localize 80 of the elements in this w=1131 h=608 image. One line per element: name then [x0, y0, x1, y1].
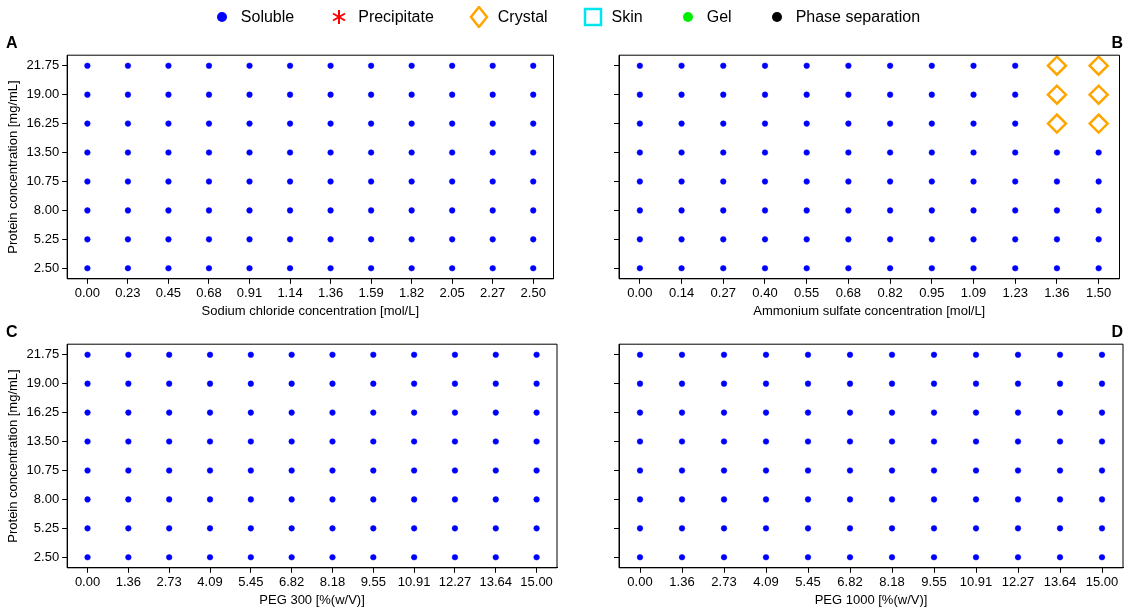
x-tick-label: 13.64 [479, 574, 513, 590]
x-tick-label: 1.50 [1085, 285, 1112, 301]
x-tick-label: 9.55 [921, 574, 947, 590]
x-tick-label: 1.36 [317, 285, 344, 301]
x-tick-label: 0.40 [752, 285, 778, 301]
y-tick-label: 8.00 [33, 490, 60, 506]
x-axis-title: PEG 1000 [%(w/V)] [814, 591, 928, 607]
y-tick-label: 8.00 [33, 201, 60, 217]
x-tick-label: 0.00 [74, 285, 101, 301]
x-tick-label: 5.45 [795, 574, 821, 590]
x-tick-label: 8.18 [879, 574, 905, 590]
x-tick-label: 0.68 [196, 285, 222, 301]
y-tick-label: 2.50 [33, 548, 60, 564]
x-tick-label: 0.82 [877, 285, 903, 301]
y-tick-label: 5.25 [33, 519, 60, 535]
x-tick-label: 0.27 [710, 285, 736, 301]
x-axis-title: Ammonium sulfate concentration [mol/L] [753, 302, 986, 318]
y-tick-label: 19.00 [26, 375, 60, 391]
chart-title: D [1111, 323, 1123, 341]
x-tick-label: 0.23 [115, 285, 141, 301]
x-tick-label: 0.00 [627, 285, 653, 301]
x-tick-label: 15.00 [520, 574, 553, 590]
x-tick-label: 0.91 [236, 285, 263, 301]
x-tick-label: 0.14 [668, 285, 695, 301]
x-tick-label: 5.45 [238, 574, 264, 590]
legend-label: Crystal [497, 8, 548, 26]
y-tick-label: 21.75 [26, 346, 60, 362]
x-tick-label: 15.00 [1085, 574, 1119, 590]
x-tick-label: 1.23 [1002, 285, 1028, 301]
x-tick-label: 2.50 [520, 285, 546, 301]
x-tick-label: 6.82 [837, 574, 863, 590]
x-tick-label: 13.64 [1043, 574, 1077, 590]
x-tick-label: 1.82 [398, 285, 425, 301]
x-tick-label: 2.05 [439, 285, 465, 301]
x-tick-label: 1.36 [115, 574, 142, 590]
legend-label: Phase separation [795, 8, 921, 26]
x-tick-label: 12.27 [438, 574, 472, 590]
chart-title: A [6, 34, 18, 52]
chart-title: C [6, 323, 18, 341]
x-tick-label: 0.95 [919, 285, 945, 301]
legend-label: Soluble [240, 8, 295, 26]
x-tick-label: 1.09 [960, 285, 987, 301]
y-axis-title: Protein concentration [mg/mL] [5, 369, 21, 543]
y-tick-label: 2.50 [33, 259, 60, 275]
x-tick-label: 0.45 [155, 285, 182, 301]
legend-label: Skin [611, 8, 643, 26]
legend-label: Precipitate [358, 8, 434, 26]
y-tick-label: 10.75 [26, 462, 60, 478]
legend-label: Gel [706, 8, 732, 26]
x-tick-label: 6.82 [279, 574, 305, 590]
x-tick-label: 4.09 [753, 574, 779, 590]
x-tick-label: 1.59 [358, 285, 384, 301]
x-tick-label: 0.00 [74, 574, 101, 590]
x-axis-title: PEG 300 [%(w/V)] [259, 591, 365, 607]
y-tick-label: 21.75 [26, 57, 60, 73]
y-tick-label: 5.25 [33, 230, 60, 246]
x-tick-label: 2.73 [711, 574, 737, 590]
x-tick-label: 8.18 [319, 574, 346, 590]
x-axis-title: Sodium chloride concentration [mol/L] [201, 302, 420, 318]
y-tick-label: 19.00 [26, 86, 60, 102]
y-tick-label: 16.25 [26, 115, 60, 131]
x-tick-label: 9.55 [360, 574, 386, 590]
x-tick-label: 10.91 [397, 574, 431, 590]
x-tick-label: 2.73 [156, 574, 182, 590]
x-tick-label: 10.91 [959, 574, 993, 590]
y-tick-label: 16.25 [26, 404, 60, 420]
x-tick-label: 1.14 [277, 285, 303, 301]
y-tick-label: 10.75 [26, 173, 60, 189]
chart-title: B [1111, 34, 1123, 52]
x-tick-label: 1.36 [669, 574, 695, 590]
x-tick-label: 0.00 [627, 574, 653, 590]
x-tick-label: 4.09 [197, 574, 223, 590]
y-axis-title: Protein concentration [mg/mL] [5, 80, 21, 254]
x-tick-label: 1.36 [1044, 285, 1070, 301]
y-tick-label: 13.50 [26, 144, 60, 160]
y-tick-label: 13.50 [26, 433, 60, 449]
x-tick-label: 2.27 [480, 285, 506, 301]
x-tick-label: 12.27 [1001, 574, 1035, 590]
x-tick-label: 0.68 [835, 285, 862, 301]
x-tick-label: 0.55 [794, 285, 820, 301]
